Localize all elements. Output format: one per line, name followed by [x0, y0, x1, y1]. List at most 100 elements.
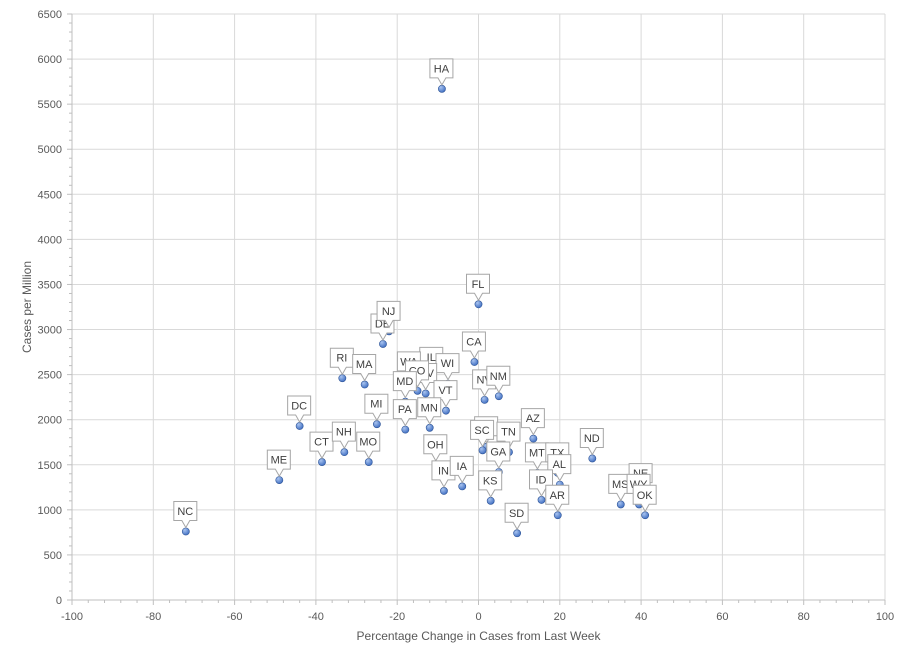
callout-label: WI	[441, 358, 454, 370]
data-point-nd	[588, 454, 597, 463]
data-callout-sd: SD	[504, 502, 529, 531]
x-tick-label: 60	[716, 611, 728, 623]
data-point-nv	[480, 395, 489, 404]
callout-box	[478, 470, 503, 498]
callout-label: TN	[501, 427, 516, 439]
data-point-az	[529, 434, 538, 443]
y-tick-label: 1500	[38, 460, 62, 472]
data-point-ct	[318, 458, 326, 466]
data-callout-fl: FL	[466, 273, 490, 302]
callout-box	[392, 399, 417, 427]
x-tick-label: -20	[389, 611, 405, 623]
data-callout-dc: DC	[287, 395, 312, 424]
callout-label: SC	[474, 425, 489, 437]
y-tick-label: 500	[44, 550, 62, 562]
data-callout-md: MD	[392, 371, 417, 399]
callout-label: MD	[396, 376, 413, 388]
data-callout-sc: SC	[470, 419, 495, 448]
data-point-wv	[421, 389, 430, 398]
callout-label: NH	[336, 427, 352, 439]
callout-box	[449, 455, 474, 484]
y-axis-title: Cases per Million	[20, 261, 34, 353]
data-point-mi	[372, 420, 381, 429]
data-callout-ga: GA	[486, 441, 511, 469]
callout-box	[287, 395, 312, 424]
callout-label: MT	[529, 447, 545, 459]
callout-box	[486, 365, 511, 394]
callout-box	[364, 393, 389, 422]
callout-box	[520, 408, 545, 436]
callout-label: DC	[291, 401, 307, 413]
data-callout-nc: NC	[173, 500, 198, 529]
data-point-dc	[295, 422, 304, 430]
data-point-nm	[494, 392, 503, 401]
y-tick-label: 4500	[38, 189, 62, 201]
data-callout-tn: TN	[496, 421, 521, 450]
data-callout-ha: HA	[429, 58, 454, 86]
callout-box	[266, 449, 291, 478]
callout-label: MA	[356, 359, 373, 371]
callout-label: MI	[370, 399, 382, 411]
data-point-de	[379, 340, 387, 348]
y-tick-label: 3000	[38, 325, 62, 337]
data-callout-nh: NH	[331, 421, 356, 450]
y-tick-label: 6000	[38, 54, 62, 66]
y-tick-label: 5500	[38, 99, 62, 111]
data-point-me	[275, 476, 284, 484]
data-callout-ms: MS	[608, 473, 633, 502]
data-point-ma	[360, 380, 369, 389]
callout-label: MN	[421, 402, 438, 414]
callout-label: OK	[637, 490, 654, 502]
data-callout-az: AZ	[520, 408, 545, 436]
callout-box	[496, 421, 521, 450]
callout-box	[504, 502, 529, 531]
callout-label: AZ	[526, 413, 540, 425]
data-callout-mo: MO	[356, 431, 381, 460]
callout-box	[356, 431, 381, 460]
data-point-pa	[401, 425, 410, 434]
callout-box	[470, 419, 495, 448]
y-tick-label: 4000	[38, 234, 62, 246]
callout-label: RI	[336, 353, 347, 365]
data-point-nc	[181, 527, 190, 536]
callout-label: HA	[434, 63, 450, 75]
callout-label: VT	[438, 385, 452, 397]
data-callout-me: ME	[266, 449, 291, 478]
data-point-sc	[478, 446, 487, 455]
y-tick-label: 6500	[38, 9, 62, 21]
callout-label: KS	[483, 475, 498, 487]
data-callout-ri: RI	[329, 347, 354, 376]
data-point-vt	[442, 406, 450, 415]
callout-label: SD	[509, 508, 524, 520]
callout-box	[417, 397, 442, 425]
data-point-nh	[340, 448, 349, 457]
x-tick-label: 100	[876, 611, 894, 623]
callout-label: OH	[427, 439, 444, 451]
callout-box	[486, 441, 511, 469]
callout-label: ME	[271, 455, 288, 467]
callout-box	[632, 484, 657, 513]
callout-label: AL	[553, 459, 566, 471]
data-callout-ar: AR	[545, 484, 570, 513]
x-tick-label: -60	[227, 611, 243, 623]
callout-box	[435, 353, 460, 381]
callout-box	[579, 427, 604, 456]
callout-label: IA	[457, 461, 468, 473]
data-point-ca	[470, 358, 479, 366]
data-callout-ca: CA	[461, 331, 486, 360]
callout-label: GA	[490, 446, 507, 458]
callout-box	[466, 273, 490, 302]
data-point-ar	[553, 511, 562, 520]
x-tick-label: -40	[308, 611, 324, 623]
data-point-ri	[338, 374, 347, 383]
x-tick-label: -100	[61, 611, 83, 623]
tick-labels: -100 -80 -60 -40 -20 0 20 40 60 80 100050010001500…	[38, 9, 895, 623]
callout-box	[392, 371, 417, 399]
data-callout-pa: PA	[392, 399, 417, 427]
data-callout-nj: NJ	[376, 300, 401, 329]
y-tick-label: 2000	[38, 415, 62, 427]
callout-label: NC	[177, 506, 193, 518]
y-tick-label: 1000	[38, 505, 62, 517]
data-point-in	[440, 487, 448, 495]
x-tick-label: 80	[798, 611, 810, 623]
